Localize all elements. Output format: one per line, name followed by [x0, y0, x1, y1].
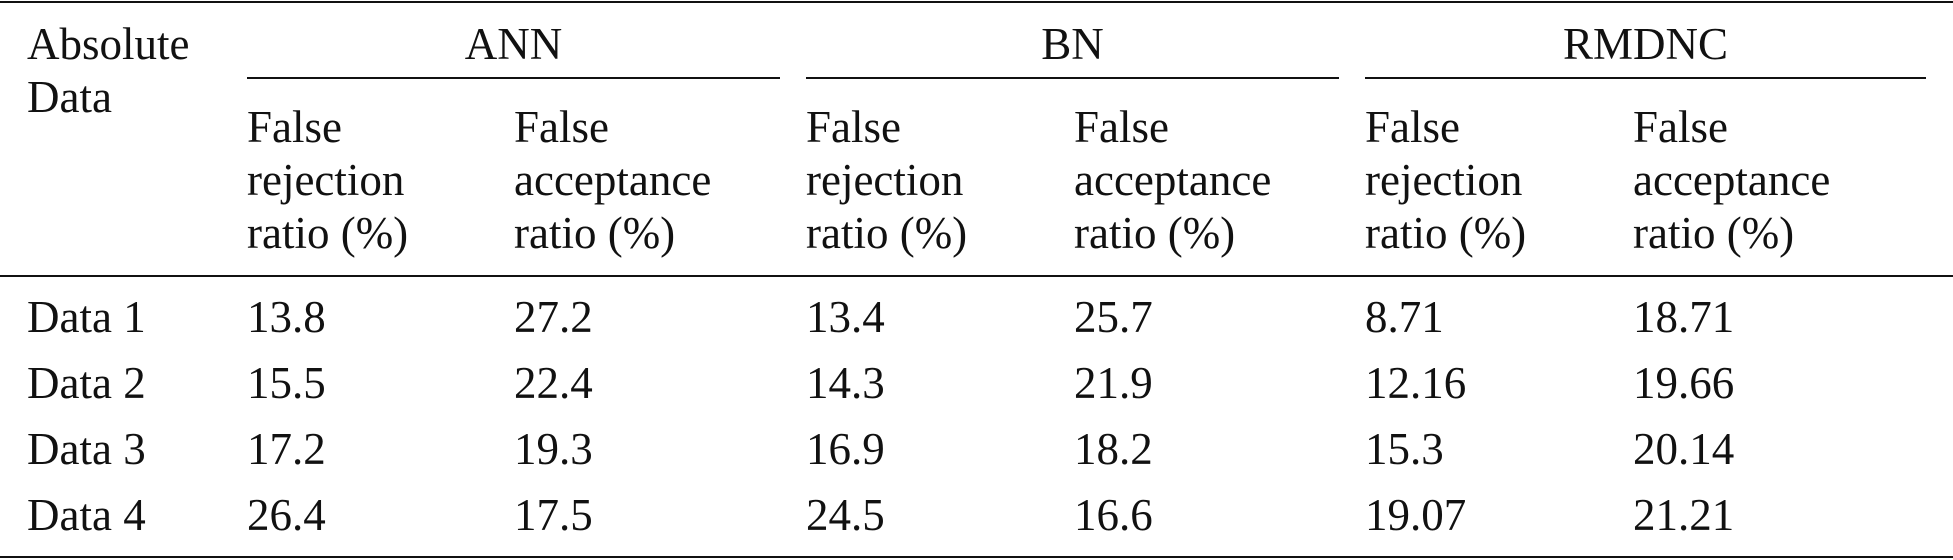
data-cell: 18.71 [1633, 292, 1735, 342]
data-cell: 19.66 [1633, 358, 1735, 408]
data-cell: 17.5 [514, 490, 593, 540]
data-cell: 15.3 [1365, 424, 1444, 474]
data-cell: 21.9 [1074, 358, 1153, 408]
column-header: False acceptance ratio (%) [1633, 102, 1831, 258]
group-rule [1365, 77, 1926, 79]
row-label: Data 1 [27, 292, 146, 342]
corner-header: Absolute Data [27, 19, 190, 122]
data-cell: 16.9 [806, 424, 885, 474]
data-cell: 13.8 [247, 292, 326, 342]
data-cell: 20.14 [1633, 424, 1735, 474]
column-header: False acceptance ratio (%) [514, 102, 712, 258]
data-cell: 15.5 [247, 358, 326, 408]
data-cell: 12.16 [1365, 358, 1467, 408]
data-cell: 26.4 [247, 490, 326, 540]
data-cell: 16.6 [1074, 490, 1153, 540]
top-rule [0, 1, 1953, 3]
data-cell: 19.07 [1365, 490, 1467, 540]
data-cell: 21.21 [1633, 490, 1735, 540]
row-label: Data 4 [27, 490, 146, 540]
header-rule [0, 275, 1953, 277]
data-cell: 27.2 [514, 292, 593, 342]
data-cell: 17.2 [247, 424, 326, 474]
column-header: False rejection ratio (%) [806, 102, 968, 258]
data-cell: 22.4 [514, 358, 593, 408]
data-cell: 8.71 [1365, 292, 1444, 342]
group-rule [806, 77, 1339, 79]
data-cell: 18.2 [1074, 424, 1153, 474]
group-rule [247, 77, 780, 79]
row-label: Data 3 [27, 424, 146, 474]
data-cell: 24.5 [806, 490, 885, 540]
column-header: False rejection ratio (%) [1365, 102, 1527, 258]
data-cell: 14.3 [806, 358, 885, 408]
bottom-rule [0, 556, 1953, 558]
data-cell: 19.3 [514, 424, 593, 474]
data-cell: 13.4 [806, 292, 885, 342]
column-header: False acceptance ratio (%) [1074, 102, 1272, 258]
group-header: BN [1041, 19, 1104, 69]
group-header: ANN [464, 19, 563, 69]
group-header: RMDNC [1562, 19, 1729, 69]
row-label: Data 2 [27, 358, 146, 408]
data-cell: 25.7 [1074, 292, 1153, 342]
column-header: False rejection ratio (%) [247, 102, 409, 258]
